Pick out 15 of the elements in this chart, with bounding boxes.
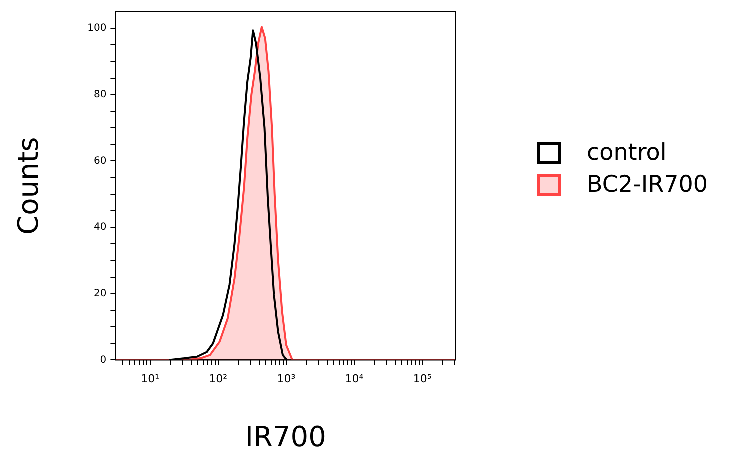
legend-label: BC2-IR700	[587, 172, 708, 198]
x-tick-label: 10⁴	[345, 372, 364, 386]
y-tick-label: 60	[94, 156, 107, 167]
x-tick-label: 10³	[277, 372, 296, 386]
y-tick-label: 20	[94, 288, 107, 300]
y-tick-label: 0	[100, 354, 107, 366]
y-tick-label: 40	[94, 222, 107, 234]
x-tick-label: 10¹	[141, 372, 160, 386]
x-tick-label: 10⁵	[413, 372, 432, 386]
y-tick-label: 80	[94, 90, 107, 100]
x-axis-title: IR700	[245, 420, 326, 454]
y-tick-label: 100	[88, 23, 107, 34]
legend-label: control	[587, 140, 667, 166]
y-axis-title: Counts	[12, 137, 46, 235]
x-tick-label: 10²	[209, 372, 228, 386]
